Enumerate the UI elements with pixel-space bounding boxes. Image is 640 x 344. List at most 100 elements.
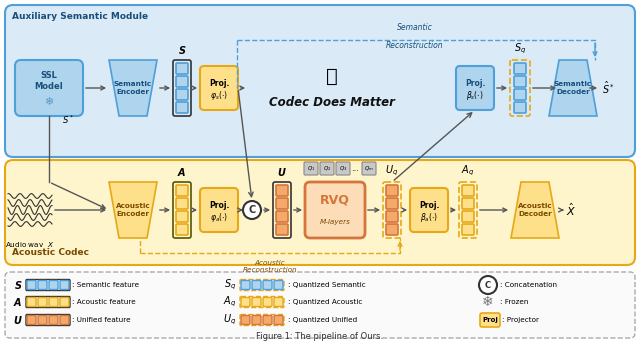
FancyBboxPatch shape: [15, 60, 83, 116]
Text: $\hat{S}^*$: $\hat{S}^*$: [602, 80, 615, 96]
FancyBboxPatch shape: [176, 198, 188, 209]
Text: $\boldsymbol{A}$: $\boldsymbol{A}$: [177, 166, 187, 178]
Text: : Quantized Semantic: : Quantized Semantic: [288, 282, 365, 288]
FancyBboxPatch shape: [27, 298, 36, 307]
FancyBboxPatch shape: [38, 315, 47, 324]
Text: : Unified feature: : Unified feature: [72, 317, 131, 323]
Polygon shape: [511, 182, 559, 238]
FancyBboxPatch shape: [49, 280, 58, 290]
FancyBboxPatch shape: [462, 224, 474, 235]
Text: Acoustic
Encoder: Acoustic Encoder: [116, 204, 150, 216]
Text: $Q_3$: $Q_3$: [339, 164, 348, 173]
Text: Semantic: Semantic: [397, 23, 433, 32]
Text: : Projector: : Projector: [502, 317, 539, 323]
Text: $\boldsymbol{S}$: $\boldsymbol{S}$: [178, 44, 186, 56]
FancyBboxPatch shape: [336, 162, 350, 175]
Text: Audio wav  $X$: Audio wav $X$: [5, 240, 54, 249]
FancyBboxPatch shape: [462, 185, 474, 196]
FancyBboxPatch shape: [276, 198, 288, 209]
Text: $Q_1$: $Q_1$: [307, 164, 316, 173]
Text: Proj: Proj: [482, 317, 498, 323]
Text: C: C: [485, 280, 491, 290]
FancyBboxPatch shape: [176, 224, 188, 235]
FancyBboxPatch shape: [241, 315, 250, 324]
Text: $\boldsymbol{S_q}$: $\boldsymbol{S_q}$: [514, 42, 526, 56]
Text: : Acoustic feature: : Acoustic feature: [72, 299, 136, 305]
FancyBboxPatch shape: [263, 298, 272, 307]
Text: : Concatenation: : Concatenation: [500, 282, 557, 288]
FancyBboxPatch shape: [49, 315, 58, 324]
Text: $\varphi_a(\cdot)$: $\varphi_a(\cdot)$: [210, 212, 228, 225]
Text: $\boldsymbol{A_q}$: $\boldsymbol{A_q}$: [461, 164, 475, 178]
Text: $\boldsymbol{S}$: $\boldsymbol{S}$: [13, 279, 22, 291]
FancyBboxPatch shape: [514, 63, 526, 74]
FancyBboxPatch shape: [200, 188, 238, 232]
Text: ...: ...: [351, 164, 359, 173]
Text: Figure 1: The pipeline of Ours.: Figure 1: The pipeline of Ours.: [257, 332, 383, 341]
Circle shape: [479, 276, 497, 294]
Text: ❄: ❄: [482, 295, 494, 309]
Polygon shape: [549, 60, 597, 116]
Text: 🤖: 🤖: [326, 66, 338, 86]
Text: ❄: ❄: [44, 97, 54, 107]
Text: $\boldsymbol{A_q}$: $\boldsymbol{A_q}$: [223, 295, 237, 309]
Text: C: C: [248, 205, 255, 215]
FancyBboxPatch shape: [386, 198, 398, 209]
FancyBboxPatch shape: [410, 188, 448, 232]
Text: $\boldsymbol{S_q}$: $\boldsymbol{S_q}$: [224, 278, 236, 292]
FancyBboxPatch shape: [462, 198, 474, 209]
Text: : Quantized Acoustic: : Quantized Acoustic: [288, 299, 362, 305]
Text: Reconstruction: Reconstruction: [386, 41, 444, 50]
Text: Acoustic: Acoustic: [255, 260, 285, 266]
FancyBboxPatch shape: [60, 280, 69, 290]
Circle shape: [243, 201, 261, 219]
FancyBboxPatch shape: [276, 211, 288, 222]
FancyBboxPatch shape: [276, 185, 288, 196]
Text: $\boldsymbol{U_q}$: $\boldsymbol{U_q}$: [385, 164, 399, 178]
Polygon shape: [109, 182, 157, 238]
FancyBboxPatch shape: [304, 162, 318, 175]
FancyBboxPatch shape: [320, 162, 334, 175]
FancyBboxPatch shape: [456, 66, 494, 110]
FancyBboxPatch shape: [252, 298, 261, 307]
FancyBboxPatch shape: [241, 298, 250, 307]
Text: Proj.: Proj.: [465, 78, 485, 87]
FancyBboxPatch shape: [60, 298, 69, 307]
FancyBboxPatch shape: [5, 160, 635, 265]
FancyBboxPatch shape: [200, 66, 238, 110]
Text: $Q_2$: $Q_2$: [323, 164, 332, 173]
Text: $\boldsymbol{A}$: $\boldsymbol{A}$: [13, 296, 22, 308]
FancyBboxPatch shape: [274, 298, 283, 307]
FancyBboxPatch shape: [305, 182, 365, 238]
FancyBboxPatch shape: [386, 211, 398, 222]
FancyBboxPatch shape: [60, 315, 69, 324]
FancyBboxPatch shape: [252, 280, 261, 290]
FancyBboxPatch shape: [5, 272, 635, 338]
Text: Proj.: Proj.: [419, 201, 439, 209]
Text: $S^*$: $S^*$: [62, 114, 74, 126]
Text: Codec Does Matter: Codec Does Matter: [269, 97, 395, 109]
FancyBboxPatch shape: [176, 63, 188, 74]
Text: Proj.: Proj.: [209, 78, 229, 87]
FancyBboxPatch shape: [263, 315, 272, 324]
FancyBboxPatch shape: [274, 280, 283, 290]
Text: Semantic
Encoder: Semantic Encoder: [114, 82, 152, 95]
FancyBboxPatch shape: [514, 102, 526, 113]
FancyBboxPatch shape: [362, 162, 376, 175]
FancyBboxPatch shape: [176, 211, 188, 222]
FancyBboxPatch shape: [386, 224, 398, 235]
Text: $\boldsymbol{U}$: $\boldsymbol{U}$: [277, 166, 287, 178]
FancyBboxPatch shape: [514, 76, 526, 87]
Text: Acoustic
Decoder: Acoustic Decoder: [518, 204, 552, 216]
FancyBboxPatch shape: [27, 315, 36, 324]
Text: M-layers: M-layers: [319, 219, 351, 225]
Polygon shape: [109, 60, 157, 116]
FancyBboxPatch shape: [176, 185, 188, 196]
FancyBboxPatch shape: [27, 280, 36, 290]
Text: Proj.: Proj.: [209, 201, 229, 209]
FancyBboxPatch shape: [38, 298, 47, 307]
Text: $\boldsymbol{U_q}$: $\boldsymbol{U_q}$: [223, 313, 237, 327]
FancyBboxPatch shape: [462, 211, 474, 222]
FancyBboxPatch shape: [252, 315, 261, 324]
Text: $\varphi_s(\cdot)$: $\varphi_s(\cdot)$: [210, 89, 228, 103]
